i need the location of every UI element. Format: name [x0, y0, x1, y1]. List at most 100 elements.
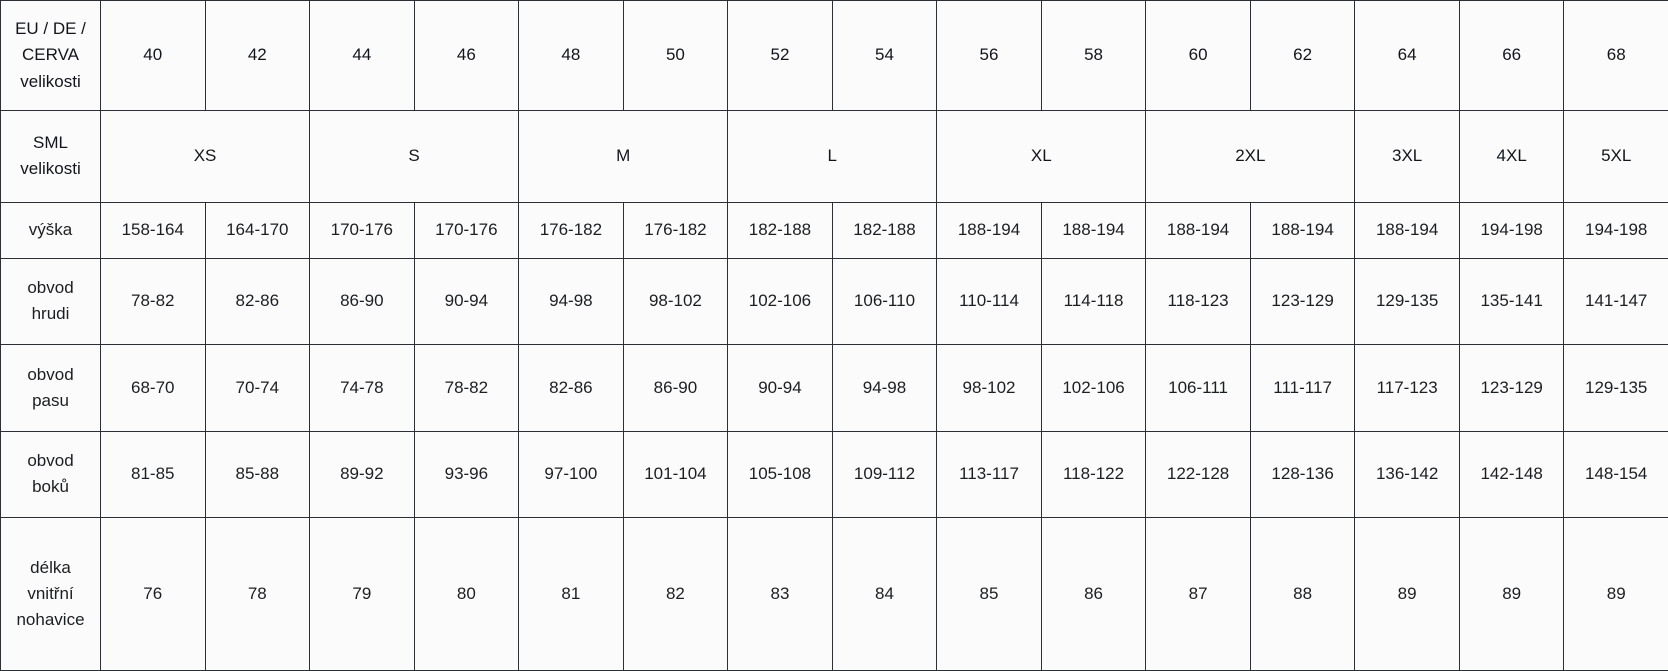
eu-size-header-cell: 54 — [831, 0, 938, 111]
sml-size-group-cell: 3XL — [1354, 109, 1460, 203]
measurement-cell: 84 — [831, 517, 938, 671]
measurement-cell: 194-198 — [1458, 201, 1565, 259]
measurement-cell: 86-90 — [309, 257, 415, 346]
measurement-cell: 82 — [622, 517, 729, 671]
measurement-cell: 117-123 — [1354, 344, 1460, 432]
measurement-cell: 90-94 — [413, 257, 520, 346]
measurement-cell: 78-82 — [413, 344, 520, 432]
measurement-cell: 80 — [413, 517, 520, 671]
sml-size-group-cell: S — [309, 109, 520, 203]
measurement-cell: 114-118 — [1040, 257, 1147, 346]
measurement-cell: 135-141 — [1458, 257, 1565, 346]
measurement-cell: 106-110 — [831, 257, 938, 346]
eu-size-header-cell: 66 — [1458, 0, 1565, 111]
eu-size-header-cell: 56 — [936, 0, 1042, 111]
measurement-cell: 74-78 — [309, 344, 415, 432]
measurement-cell: 122-128 — [1145, 430, 1251, 519]
measurement-cell: 188-194 — [1040, 201, 1147, 259]
measurement-cell: 194-198 — [1563, 201, 1668, 259]
measurement-cell: 76 — [100, 517, 206, 671]
row-label: obvod pasu — [0, 344, 101, 432]
measurement-cell: 70-74 — [204, 344, 311, 432]
measurement-cell: 170-176 — [413, 201, 520, 259]
measurement-cell: 78-82 — [100, 257, 206, 346]
measurement-cell: 129-135 — [1563, 344, 1668, 432]
measurement-cell: 89-92 — [309, 430, 415, 519]
eu-size-header-cell: 60 — [1145, 0, 1251, 111]
measurement-cell: 106-111 — [1145, 344, 1251, 432]
measurement-cell: 82-86 — [518, 344, 624, 432]
measurement-cell: 101-104 — [622, 430, 729, 519]
measurement-cell: 86 — [1040, 517, 1147, 671]
measurement-cell: 188-194 — [1354, 201, 1460, 259]
measurement-cell: 68-70 — [100, 344, 206, 432]
measurement-cell: 87 — [1145, 517, 1251, 671]
measurement-cell: 102-106 — [1040, 344, 1147, 432]
sml-size-group-cell: XL — [936, 109, 1147, 203]
measurement-cell: 188-194 — [1249, 201, 1356, 259]
measurement-cell: 83 — [727, 517, 833, 671]
measurement-cell: 82-86 — [204, 257, 311, 346]
sml-size-group-cell: M — [518, 109, 729, 203]
measurement-cell: 81 — [518, 517, 624, 671]
measurement-cell: 89 — [1563, 517, 1668, 671]
eu-size-header-cell: 62 — [1249, 0, 1356, 111]
row-label: obvod boků — [0, 430, 101, 519]
eu-size-header-cell: 42 — [204, 0, 311, 111]
row-label: obvod hrudi — [0, 257, 101, 346]
row-obvod-boku: obvod boků 81-85 85-88 89-92 93-96 97-100 101-1… — [0, 430, 1668, 519]
sml-size-group-cell: L — [727, 109, 938, 203]
measurement-cell: 94-98 — [831, 344, 938, 432]
row-obvod-pasu: obvod pasu 68-70 70-74 74-78 78-82 82-86 86-90 9… — [0, 344, 1668, 432]
measurement-cell: 89 — [1354, 517, 1460, 671]
measurement-cell: 176-182 — [518, 201, 624, 259]
measurement-cell: 81-85 — [100, 430, 206, 519]
measurement-cell: 182-188 — [831, 201, 938, 259]
eu-size-header-cell: 48 — [518, 0, 624, 111]
sml-size-group-cell: 5XL — [1563, 109, 1668, 203]
eu-size-header-cell: 52 — [727, 0, 833, 111]
measurement-cell: 93-96 — [413, 430, 520, 519]
measurement-cell: 164-170 — [204, 201, 311, 259]
measurement-cell: 89 — [1458, 517, 1565, 671]
measurement-cell: 118-122 — [1040, 430, 1147, 519]
row-vyska: výška 158-164 164-170 170-176 170-176 176-182… — [0, 201, 1668, 259]
measurement-cell: 94-98 — [518, 257, 624, 346]
measurement-cell: 85-88 — [204, 430, 311, 519]
measurement-cell: 102-106 — [727, 257, 833, 346]
measurement-cell: 90-94 — [727, 344, 833, 432]
eu-size-header-cell: 44 — [309, 0, 415, 111]
sml-size-group-cell: 2XL — [1145, 109, 1356, 203]
measurement-cell: 85 — [936, 517, 1042, 671]
measurement-cell: 129-135 — [1354, 257, 1460, 346]
eu-size-header-cell: 40 — [100, 0, 206, 111]
header-row-sml-sizes: SML velikosti XS S M L XL 2XL 3XL 4XL 5XL — [0, 109, 1668, 203]
eu-size-header-cell: 68 — [1563, 0, 1668, 111]
measurement-cell: 98-102 — [622, 257, 729, 346]
measurement-cell: 188-194 — [1145, 201, 1251, 259]
measurement-cell: 97-100 — [518, 430, 624, 519]
row-label: délka vnitřní nohavice — [0, 517, 101, 671]
measurement-cell: 79 — [309, 517, 415, 671]
sml-size-group-cell: XS — [99, 109, 311, 203]
eu-size-header-cell: 50 — [622, 0, 729, 111]
measurement-cell: 78 — [204, 517, 311, 671]
measurement-cell: 148-154 — [1563, 430, 1668, 519]
measurement-cell: 88 — [1249, 517, 1356, 671]
eu-size-header-cell: 64 — [1354, 0, 1460, 111]
eu-size-header-cell: 58 — [1040, 0, 1147, 111]
measurement-cell: 123-129 — [1249, 257, 1356, 346]
row-obvod-hrudi: obvod hrudi 78-82 82-86 86-90 90-94 94-98 98-10… — [0, 257, 1668, 346]
header-label-eu: EU / DE / CERVA velikosti — [0, 0, 101, 111]
measurement-cell: 142-148 — [1458, 430, 1565, 519]
measurement-cell: 141-147 — [1563, 257, 1668, 346]
eu-size-header-cell: 46 — [413, 0, 520, 111]
measurement-cell: 176-182 — [622, 201, 729, 259]
header-label-sml: SML velikosti — [0, 109, 101, 203]
measurement-cell: 170-176 — [309, 201, 415, 259]
measurement-cell: 110-114 — [936, 257, 1042, 346]
row-delka-vnitrni-nohavice: délka vnitřní nohavice 76 78 79 80 81 82 83 84 85 86… — [0, 517, 1668, 671]
measurement-cell: 118-123 — [1145, 257, 1251, 346]
